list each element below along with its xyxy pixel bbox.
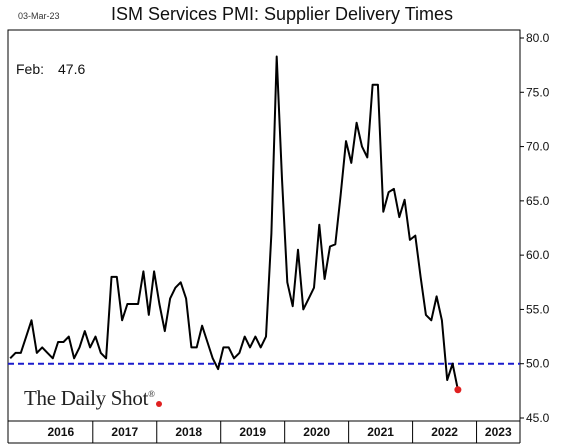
logo-dot-icon — [155, 401, 162, 407]
callout-value: 47.6 — [58, 61, 86, 77]
callout-label: Feb: — [16, 61, 45, 77]
logo-registered-mark: ® — [148, 389, 155, 399]
x-tick-label: 2017 — [111, 425, 138, 439]
x-tick-label: 2022 — [431, 425, 458, 439]
plot-frame — [7, 29, 521, 444]
chart-date: 03-Mar-23 — [18, 11, 60, 21]
x-tick-label: 2020 — [303, 425, 330, 439]
y-tick-label: 65.0 — [526, 194, 550, 208]
x-tick-label: 2018 — [175, 425, 202, 439]
y-tick-label: 60.0 — [526, 248, 550, 262]
latest-value-callout: Feb: 47.6 — [16, 61, 85, 77]
y-tick-label: 75.0 — [526, 85, 550, 99]
y-tick-label: 50.0 — [526, 357, 550, 371]
y-tick-label: 55.0 — [526, 302, 550, 316]
series-group — [9, 55, 462, 394]
x-tick-label: 2023 — [485, 425, 512, 439]
plot-border — [7, 29, 521, 422]
x-tick-label: 2019 — [239, 425, 266, 439]
y-tick-label: 70.0 — [526, 140, 550, 154]
x-tick-label: 2021 — [367, 425, 394, 439]
y-tick-label: 45.0 — [526, 411, 550, 425]
x-tick-label: 2016 — [47, 425, 74, 439]
logo-text: The Daily Shot — [24, 386, 149, 410]
last-point-marker — [454, 386, 462, 394]
chart-title: ISM Services PMI: Supplier Delivery Time… — [110, 4, 454, 24]
series-line — [9, 55, 459, 390]
y-tick-label: 80.0 — [526, 31, 550, 45]
y-axis: 45.0 50.0 55.0 60.0 65.0 70.0 75.0 80.0 — [520, 31, 550, 425]
x-axis: 2016 2017 2018 2019 2020 2021 2022 2023 — [47, 421, 512, 443]
daily-shot-logo: The Daily Shot® — [24, 386, 162, 411]
